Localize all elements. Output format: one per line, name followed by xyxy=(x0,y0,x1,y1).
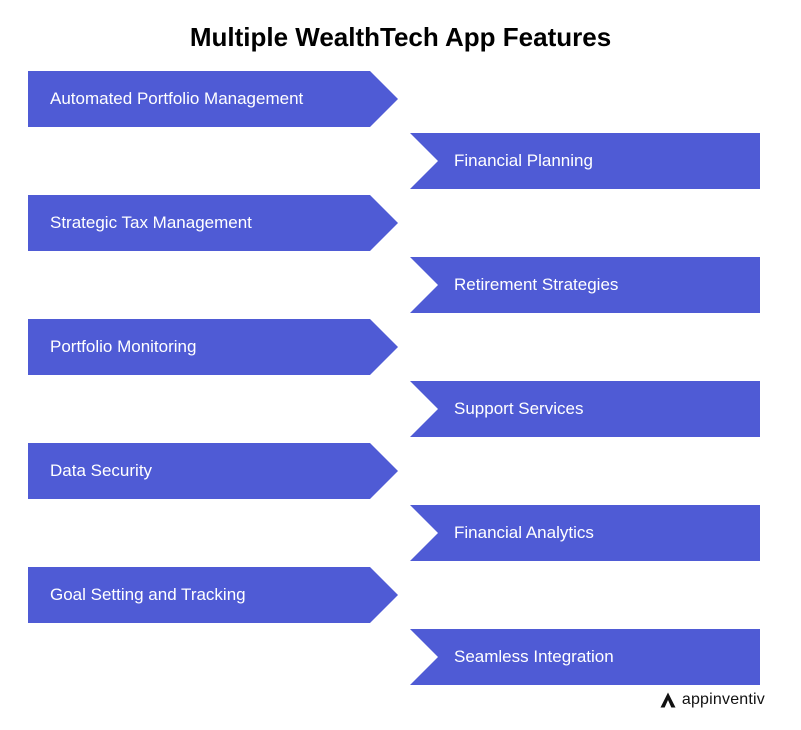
logo-mark-icon xyxy=(658,690,678,710)
feature-label: Data Security xyxy=(50,461,152,481)
feature-arrow-right: Support Services xyxy=(410,381,760,437)
row-left-4: Goal Setting and Tracking xyxy=(0,567,801,627)
row-right-2: Support Services xyxy=(0,381,801,441)
feature-label: Retirement Strategies xyxy=(454,275,618,295)
row-right-1: Retirement Strategies xyxy=(0,257,801,317)
feature-arrow-left: Data Security xyxy=(28,443,398,499)
feature-label: Strategic Tax Management xyxy=(50,213,252,233)
feature-label: Automated Portfolio Management xyxy=(50,89,303,109)
feature-arrow-right: Retirement Strategies xyxy=(410,257,760,313)
row-right-0: Financial Planning xyxy=(0,133,801,193)
row-left-0: Automated Portfolio Management xyxy=(0,71,801,131)
row-right-4: Seamless Integration xyxy=(0,629,801,689)
feature-arrow-left: Goal Setting and Tracking xyxy=(28,567,398,623)
feature-label: Financial Analytics xyxy=(454,523,594,543)
feature-rows: Automated Portfolio Management Financial… xyxy=(0,71,801,689)
feature-arrow-right: Seamless Integration xyxy=(410,629,760,685)
feature-arrow-left: Portfolio Monitoring xyxy=(28,319,398,375)
page-title: Multiple WealthTech App Features xyxy=(0,0,801,71)
feature-label: Support Services xyxy=(454,399,583,419)
logo-text: appinventiv xyxy=(682,691,765,709)
row-left-3: Data Security xyxy=(0,443,801,503)
feature-label: Goal Setting and Tracking xyxy=(50,585,246,605)
feature-label: Portfolio Monitoring xyxy=(50,337,196,357)
feature-arrow-left: Automated Portfolio Management xyxy=(28,71,398,127)
feature-arrow-left: Strategic Tax Management xyxy=(28,195,398,251)
feature-label: Seamless Integration xyxy=(454,647,614,667)
feature-arrow-right: Financial Planning xyxy=(410,133,760,189)
row-left-2: Portfolio Monitoring xyxy=(0,319,801,379)
brand-logo: appinventiv xyxy=(658,690,765,710)
feature-arrow-right: Financial Analytics xyxy=(410,505,760,561)
feature-label: Financial Planning xyxy=(454,151,593,171)
row-right-3: Financial Analytics xyxy=(0,505,801,565)
row-left-1: Strategic Tax Management xyxy=(0,195,801,255)
